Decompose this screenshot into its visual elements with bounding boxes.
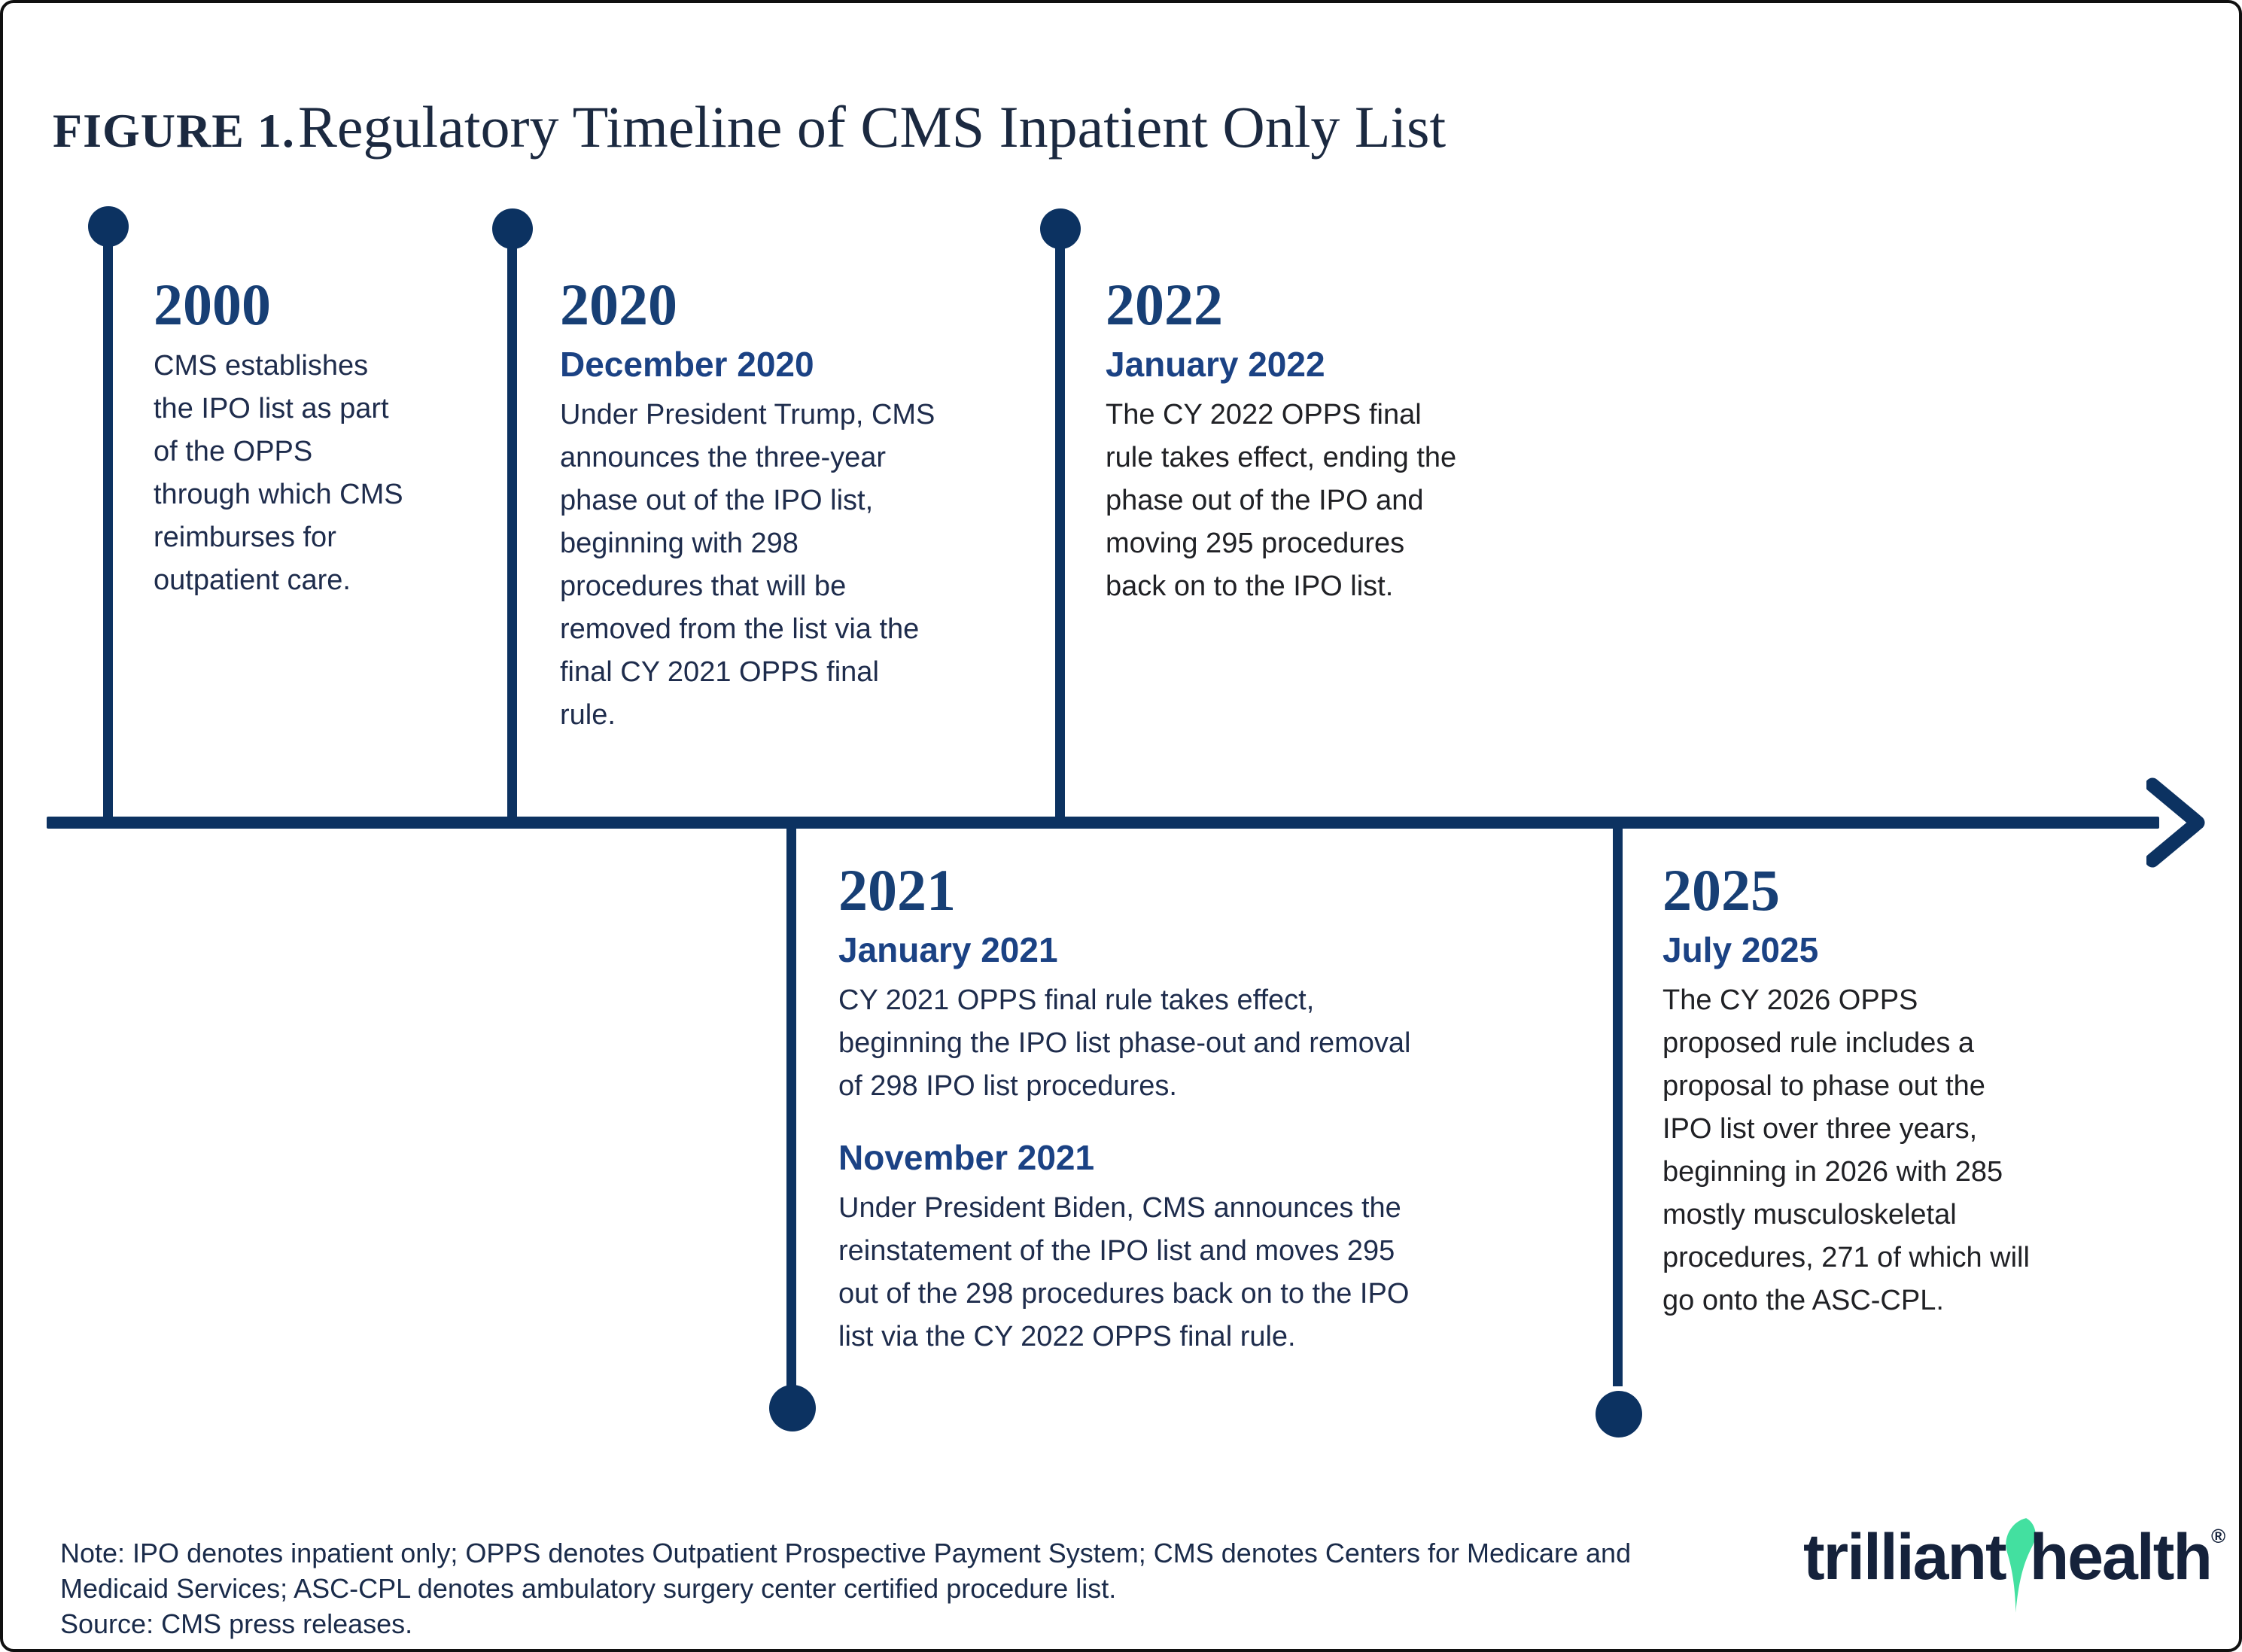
logo-word-trilliant: trilliant bbox=[1803, 1521, 2007, 1593]
footnote-line: Note: IPO denotes inpatient only; OPPS d… bbox=[60, 1538, 1632, 1568]
timeline-dot-2020 bbox=[492, 208, 533, 249]
logo-word-health: health bbox=[2029, 1521, 2213, 1593]
event-description: Under President Biden, CMS announces the… bbox=[838, 1191, 1410, 1352]
timeline-event-2000: 2000 CMS establishes the IPO list as par… bbox=[154, 275, 409, 602]
event-date: January 2021 bbox=[838, 930, 1058, 969]
leaf-swoosh-icon bbox=[2005, 1518, 2036, 1613]
event-year: 2025 bbox=[1662, 857, 1780, 923]
timeline-dot-2025 bbox=[1596, 1391, 1642, 1438]
timeline-stem-2022 bbox=[1055, 231, 1065, 817]
timeline-dot-2000 bbox=[88, 206, 129, 247]
timeline-dot-2022 bbox=[1040, 208, 1081, 249]
timeline-stem-2021 bbox=[786, 829, 796, 1386]
timeline-axis bbox=[47, 817, 2159, 829]
timeline-stem-2000 bbox=[103, 229, 113, 817]
timeline-arrow-icon bbox=[2145, 777, 2208, 872]
timeline-event-2021: 2021 January 2021 CY 2021 OPPS final rul… bbox=[838, 861, 1425, 1358]
timeline-event-2022: 2022 January 2022 The CY 2022 OPPS final… bbox=[1106, 275, 1459, 608]
event-date: December 2020 bbox=[560, 345, 814, 384]
event-date: January 2022 bbox=[1106, 345, 1325, 384]
event-date: November 2021 bbox=[838, 1137, 1095, 1177]
event-subentry: November 2021 Under President Biden, CMS… bbox=[838, 1138, 1425, 1358]
event-year: 2000 bbox=[154, 272, 271, 337]
event-year: 2020 bbox=[560, 272, 677, 337]
figure-title: FIGURE 1. Regulatory Timeline of CMS Inp… bbox=[53, 93, 1446, 161]
event-description: The CY 2026 OPPS proposed rule includes … bbox=[1662, 984, 2030, 1316]
event-description: CMS establishes the IPO list as part of … bbox=[154, 350, 403, 596]
footnote-line: Medicaid Services; ASC-CPL denotes ambul… bbox=[60, 1573, 1117, 1604]
footnote: Note: IPO denotes inpatient only; OPPS d… bbox=[60, 1535, 1631, 1641]
event-year: 2021 bbox=[838, 857, 956, 923]
event-description: CY 2021 OPPS final rule takes effect, be… bbox=[838, 984, 1411, 1102]
timeline-stem-2020 bbox=[507, 231, 517, 817]
timeline-stem-2025 bbox=[1613, 829, 1623, 1386]
timeline-event-2025: 2025 July 2025 The CY 2026 OPPS proposed… bbox=[1662, 861, 2039, 1322]
figure-title-text: Regulatory Timeline of CMS Inpatient Onl… bbox=[297, 94, 1447, 160]
trilliant-health-logo: trilliant health ® bbox=[1803, 1518, 2226, 1627]
event-description: The CY 2022 OPPS final rule takes effect… bbox=[1106, 398, 1457, 602]
event-year: 2022 bbox=[1106, 272, 1223, 337]
event-date: July 2025 bbox=[1662, 930, 1819, 969]
timeline-dot-2021 bbox=[769, 1385, 816, 1431]
timeline-event-2020: 2020 December 2020 Under President Trump… bbox=[560, 275, 936, 737]
footnote-source: Source: CMS press releases. bbox=[60, 1608, 413, 1639]
event-description: Under President Trump, CMS announces the… bbox=[560, 398, 935, 731]
registered-trademark-icon: ® bbox=[2210, 1525, 2226, 1547]
figure-label: FIGURE 1. bbox=[53, 104, 295, 157]
